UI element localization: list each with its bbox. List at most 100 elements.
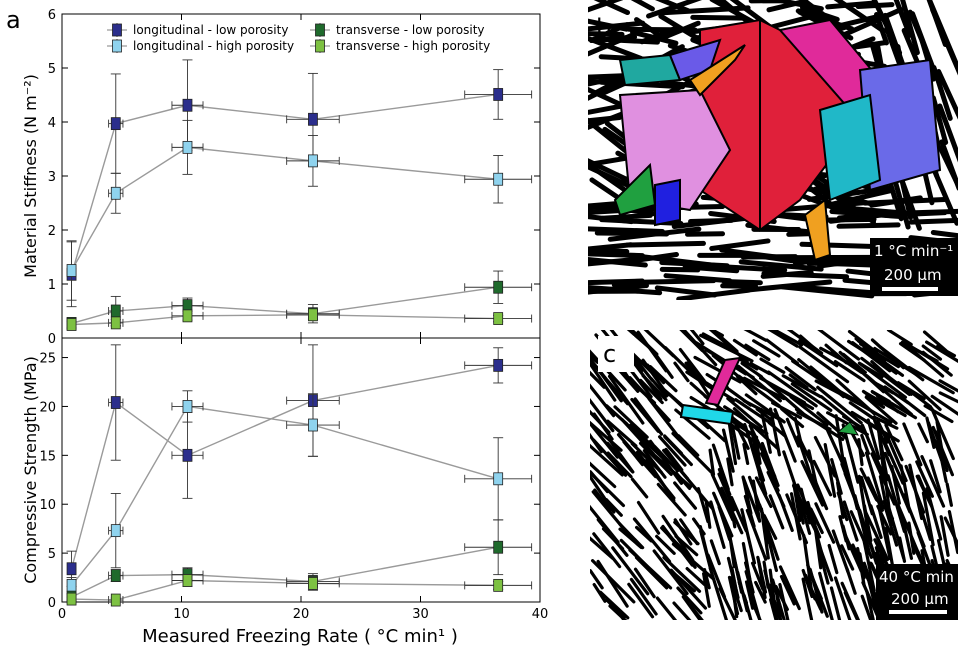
lamella <box>931 64 953 121</box>
y-tick-label: 6 <box>48 8 56 23</box>
legend-label-trans_high: transverse - high porosity <box>336 39 490 53</box>
lamella <box>762 560 770 589</box>
lamella <box>744 580 755 610</box>
lamella <box>777 493 794 532</box>
lamella <box>627 582 655 619</box>
lamella <box>678 347 707 383</box>
lamella <box>750 561 765 591</box>
lamella <box>634 252 679 263</box>
lamella <box>663 346 699 381</box>
lamella <box>847 330 879 355</box>
lamella <box>726 556 740 600</box>
lamella <box>674 534 699 557</box>
x-tick-label: 10 <box>173 607 190 622</box>
strength-y-axis-label: Compressive Strength (MPa) <box>21 356 40 584</box>
micrograph-b-rate: 1 °C min⁻¹ <box>874 242 953 260</box>
lamella <box>688 217 734 225</box>
lamella <box>604 498 623 517</box>
y-tick-label: 0 <box>48 332 56 347</box>
lamella <box>920 455 946 508</box>
lamella <box>588 256 648 268</box>
lamella <box>884 423 904 462</box>
panel-letter-a: a <box>6 6 21 34</box>
grain-green <box>613 162 657 217</box>
lamella <box>588 154 636 168</box>
lamella <box>664 447 684 472</box>
lamella <box>590 397 615 433</box>
data-point-long_low <box>182 448 193 462</box>
lamella <box>789 395 829 427</box>
lamella <box>649 377 668 398</box>
data-point-long_high <box>493 172 504 186</box>
lamella <box>721 428 735 473</box>
lamella <box>904 343 945 378</box>
lamella <box>875 394 900 414</box>
lamella <box>741 541 752 581</box>
micrograph-c-scale-bar <box>889 610 947 614</box>
y-tick-label: 1 <box>48 278 56 293</box>
lamella <box>921 344 943 361</box>
lamella <box>801 577 814 620</box>
lamella <box>588 214 635 225</box>
micrograph-c: c 40 °C min 200 µm <box>590 330 958 620</box>
lamella <box>771 330 804 347</box>
lamella <box>833 360 866 383</box>
lamella <box>872 415 899 430</box>
lamella <box>930 407 955 461</box>
data-point-trans_low <box>493 540 504 554</box>
lamella <box>865 394 886 409</box>
x-tick-label: 0 <box>58 607 66 622</box>
lamella <box>672 601 692 620</box>
micrograph-c-grains <box>679 356 859 436</box>
lamella <box>784 366 817 392</box>
lamella <box>816 411 848 440</box>
y-tick-label: 4 <box>48 116 56 131</box>
lamella <box>658 5 751 16</box>
lamella <box>921 350 953 377</box>
lamella <box>935 420 945 457</box>
x-tick-label: 20 <box>293 607 310 622</box>
lamella <box>831 529 850 574</box>
lamella <box>908 217 958 225</box>
y-tick-label: 0 <box>48 596 56 611</box>
lamella <box>829 586 842 620</box>
lamella <box>603 37 660 45</box>
y-tick-label: 15 <box>39 449 56 464</box>
lamella <box>864 451 885 510</box>
micrograph-c-rate: 40 °C min <box>879 568 954 586</box>
lamella <box>727 528 736 569</box>
stiffness-y-axis-label: Material Stiffness (N m⁻²) <box>21 74 40 278</box>
panel-letter-b: b <box>596 14 611 42</box>
lamella <box>588 110 627 130</box>
lamella <box>759 357 786 374</box>
lamella <box>679 330 704 353</box>
data-point-trans_high <box>66 592 77 606</box>
lamella <box>757 560 767 600</box>
lamella <box>662 555 702 593</box>
lamella <box>861 580 882 620</box>
lamella <box>919 507 932 541</box>
micrograph-b: b 1 °C min⁻¹ 200 µm <box>588 0 958 300</box>
lamella <box>590 432 604 454</box>
lamella <box>792 482 802 523</box>
lamella <box>689 330 705 346</box>
lamella <box>744 343 771 362</box>
lamella <box>886 330 913 347</box>
lamella <box>718 586 737 620</box>
lamella <box>641 374 668 402</box>
lamella <box>794 407 845 442</box>
lamella <box>732 407 780 451</box>
grain-cyan <box>818 93 882 202</box>
lamella <box>738 259 824 272</box>
lamella <box>759 507 770 560</box>
lamella <box>732 338 758 357</box>
lamella <box>930 7 958 76</box>
lamella <box>590 360 617 402</box>
lamella <box>945 482 953 507</box>
lamella <box>778 565 801 611</box>
lamella <box>630 477 649 499</box>
lamella <box>849 510 874 559</box>
lamella <box>588 226 665 235</box>
lamella <box>834 414 846 467</box>
lamella <box>630 397 660 433</box>
